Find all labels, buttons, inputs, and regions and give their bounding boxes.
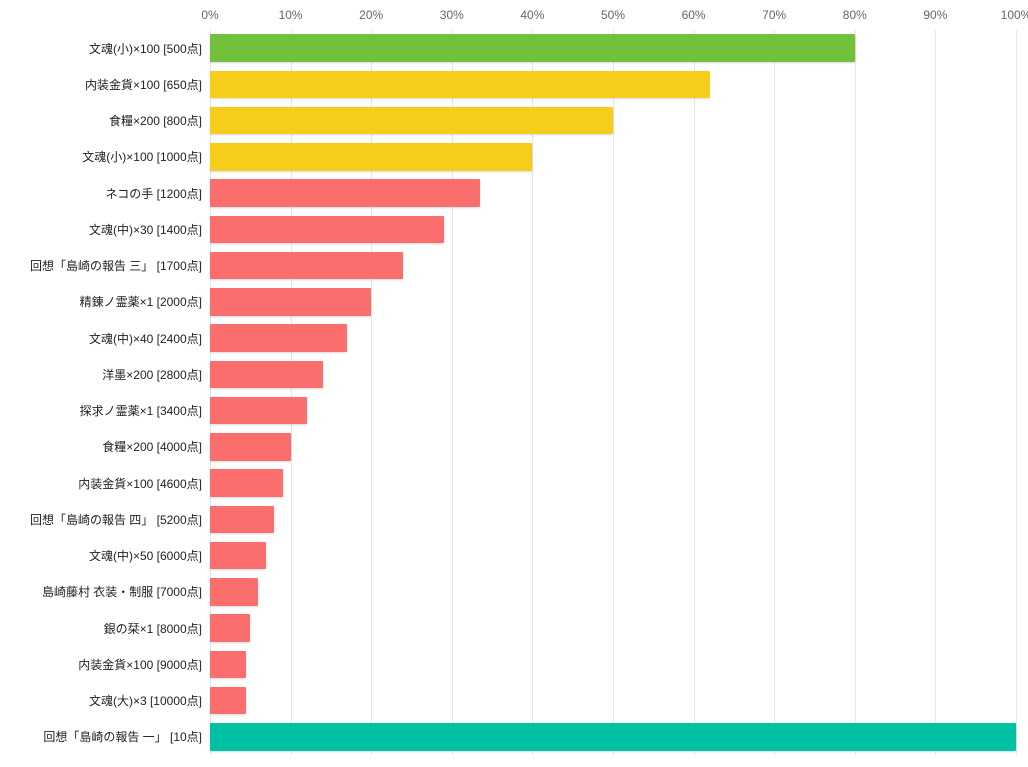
bar-track	[210, 324, 1016, 352]
bar-fill	[210, 687, 246, 715]
bar-row: 食糧×200 [800点]	[0, 103, 1016, 139]
bar-track	[210, 71, 1016, 99]
bar-row: 文魂(中)×40 [2400点]	[0, 320, 1016, 356]
bar-fill	[210, 288, 371, 316]
bar-fill	[210, 107, 613, 135]
x-axis-tick-label: 30%	[440, 8, 464, 22]
bar-row: 内装金貨×100 [9000点]	[0, 646, 1016, 682]
bar-label: 回想「島崎の報告 一」 [10点]	[8, 728, 210, 745]
bar-fill	[210, 433, 291, 461]
bar-row: 文魂(小)×100 [1000点]	[0, 139, 1016, 175]
bar-track	[210, 723, 1016, 751]
gridline	[1016, 30, 1017, 755]
bar-track	[210, 506, 1016, 534]
bar-track	[210, 614, 1016, 642]
bars-layer: 文魂(小)×100 [500点] 内装金貨×100 [650点] 食糧×200 [8…	[0, 30, 1016, 755]
bar-fill	[210, 324, 347, 352]
bar-label: 回想「島崎の報告 三」 [1700点]	[8, 257, 210, 274]
bar-track	[210, 469, 1016, 497]
bar-fill	[210, 651, 246, 679]
x-axis-tick-label: 50%	[601, 8, 625, 22]
bar-fill	[210, 361, 323, 389]
x-axis-tick-label: 80%	[843, 8, 867, 22]
x-axis-tick-label: 100%	[1001, 8, 1028, 22]
x-axis-top: 0% 10% 20% 30% 40% 50% 60% 70% 80% 90% 100%	[0, 0, 1028, 30]
bar-row: 精錬ノ霊薬×1 [2000点]	[0, 284, 1016, 320]
bar-label: 文魂(中)×30 [1400点]	[8, 221, 210, 238]
x-axis-tick-label: 70%	[762, 8, 786, 22]
bar-track	[210, 143, 1016, 171]
x-axis-tick-label: 60%	[682, 8, 706, 22]
bar-label: 文魂(中)×40 [2400点]	[8, 330, 210, 347]
bar-label: ネコの手 [1200点]	[8, 185, 210, 202]
x-axis-tick-label: 20%	[359, 8, 383, 22]
bar-row: 文魂(中)×50 [6000点]	[0, 538, 1016, 574]
bar-fill	[210, 71, 710, 99]
bar-track	[210, 397, 1016, 425]
bar-track	[210, 433, 1016, 461]
bar-label: 文魂(小)×100 [1000点]	[8, 148, 210, 165]
bar-label: 内装金貨×100 [9000点]	[8, 656, 210, 673]
bar-label: 食糧×200 [4000点]	[8, 438, 210, 455]
bar-fill	[210, 397, 307, 425]
bar-fill	[210, 614, 250, 642]
bar-row: ネコの手 [1200点]	[0, 175, 1016, 211]
bar-row: 文魂(中)×30 [1400点]	[0, 211, 1016, 247]
bar-track	[210, 107, 1016, 135]
bar-track	[210, 687, 1016, 715]
bar-label: 探求ノ霊薬×1 [3400点]	[8, 402, 210, 419]
x-axis-tick-label: 0%	[201, 8, 218, 22]
bar-fill	[210, 252, 403, 280]
bar-row: 文魂(小)×100 [500点]	[0, 30, 1016, 66]
bar-fill	[210, 216, 444, 244]
bar-label: 精錬ノ霊薬×1 [2000点]	[8, 293, 210, 310]
bar-label: 銀の栞×1 [8000点]	[8, 620, 210, 637]
bar-label: 洋墨×200 [2800点]	[8, 366, 210, 383]
bar-track	[210, 578, 1016, 606]
bar-row: 回想「島崎の報告 四」 [5200点]	[0, 501, 1016, 537]
bar-track	[210, 361, 1016, 389]
x-axis-tick-label: 10%	[279, 8, 303, 22]
bar-row: 内装金貨×100 [650点]	[0, 66, 1016, 102]
x-axis-tick-label: 90%	[923, 8, 947, 22]
bar-label: 文魂(大)×3 [10000点]	[8, 692, 210, 709]
bar-fill	[210, 34, 855, 62]
bar-row: 洋墨×200 [2800点]	[0, 356, 1016, 392]
bar-fill	[210, 506, 274, 534]
bar-track	[210, 216, 1016, 244]
bar-label: 島崎藤村 衣装・制服 [7000点]	[8, 583, 210, 600]
bar-row: 内装金貨×100 [4600点]	[0, 465, 1016, 501]
bar-row: 銀の栞×1 [8000点]	[0, 610, 1016, 646]
bar-track	[210, 542, 1016, 570]
bar-track	[210, 252, 1016, 280]
bar-label: 文魂(小)×100 [500点]	[8, 40, 210, 57]
bar-label: 内装金貨×100 [650点]	[8, 76, 210, 93]
bar-fill	[210, 179, 480, 207]
plot-area: 文魂(小)×100 [500点] 内装金貨×100 [650点] 食糧×200 [8…	[0, 30, 1016, 755]
bar-row: 回想「島崎の報告 一」 [10点]	[0, 719, 1016, 755]
bar-label: 回想「島崎の報告 四」 [5200点]	[8, 511, 210, 528]
bar-row: 食糧×200 [4000点]	[0, 429, 1016, 465]
bar-fill	[210, 542, 266, 570]
bar-fill	[210, 469, 283, 497]
bar-track	[210, 34, 1016, 62]
bar-row: 回想「島崎の報告 三」 [1700点]	[0, 248, 1016, 284]
bar-track	[210, 288, 1016, 316]
percent-bar-chart: 0% 10% 20% 30% 40% 50% 60% 70% 80% 90% 100% 文魂(小)×…	[0, 0, 1028, 767]
bar-fill	[210, 578, 258, 606]
bar-row: 島崎藤村 衣装・制服 [7000点]	[0, 574, 1016, 610]
bar-fill	[210, 723, 1016, 751]
bar-label: 食糧×200 [800点]	[8, 112, 210, 129]
bar-track	[210, 179, 1016, 207]
bar-label: 内装金貨×100 [4600点]	[8, 475, 210, 492]
bar-track	[210, 651, 1016, 679]
bar-label: 文魂(中)×50 [6000点]	[8, 547, 210, 564]
bar-row: 探求ノ霊薬×1 [3400点]	[0, 393, 1016, 429]
bar-fill	[210, 143, 532, 171]
bar-row: 文魂(大)×3 [10000点]	[0, 683, 1016, 719]
x-axis-tick-label: 40%	[520, 8, 544, 22]
